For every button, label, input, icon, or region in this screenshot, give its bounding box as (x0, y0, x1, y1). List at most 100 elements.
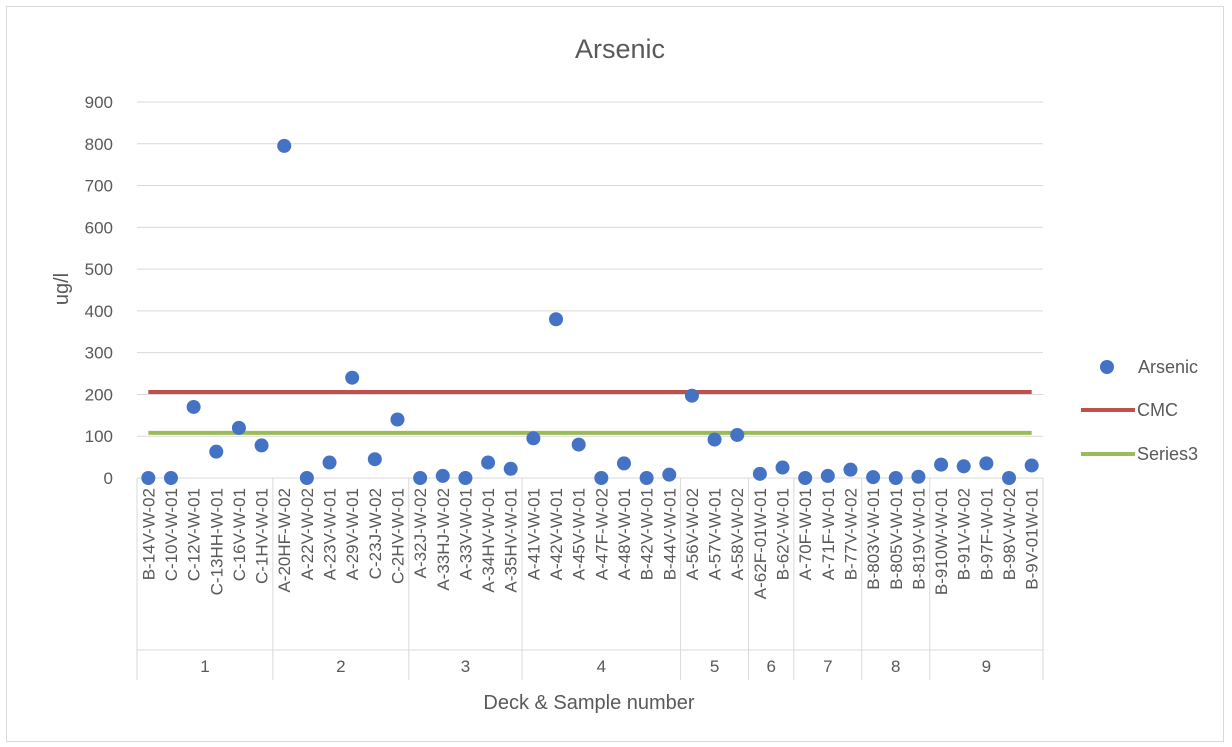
data-point (979, 456, 994, 471)
data-point (141, 471, 156, 485)
chart-title: Arsenic (575, 34, 665, 64)
data-point (458, 471, 473, 485)
gridlines (137, 101, 1043, 479)
y-tick-label: 400 (85, 302, 113, 321)
data-point (503, 461, 518, 476)
data-point (254, 438, 269, 453)
legend: Arsenic CMC Series3 (1081, 357, 1198, 464)
data-point (843, 462, 858, 477)
x-tick-label: A-45V-W-01 (570, 488, 589, 580)
data-point (1002, 471, 1017, 485)
x-tick-label: B-9V-01W-01 (1023, 488, 1042, 590)
data-point (526, 431, 541, 446)
x-tick-label: A-58V-W-02 (728, 488, 747, 580)
data-point (549, 312, 564, 327)
x-tick-label: C-12V-W-01 (185, 488, 204, 581)
data-point (934, 457, 949, 472)
x-tick-label: A-47F-W-02 (592, 488, 611, 580)
x-group-label: 4 (597, 657, 606, 676)
data-point (231, 420, 246, 435)
y-tick-label: 0 (104, 469, 113, 488)
y-tick-label: 700 (85, 177, 113, 196)
y-axis-ticks: 0 100 200 300 400 500 600 700 800 900 (85, 93, 113, 488)
data-point (956, 459, 971, 474)
data-point (367, 452, 382, 467)
data-point (571, 437, 586, 452)
data-point (481, 455, 496, 470)
data-point (1024, 458, 1039, 473)
x-tick-label: A-22V-W-02 (298, 488, 317, 580)
y-tick-label: 500 (85, 260, 113, 279)
x-tick-label: B-910W-W-01 (932, 488, 951, 595)
x-tick-label: A-57V-W-01 (706, 488, 725, 580)
legend-label-cmc: CMC (1137, 400, 1178, 420)
data-point (888, 471, 903, 485)
data-point (911, 469, 926, 484)
x-tick-label: C-23J-W-02 (366, 488, 385, 579)
data-point (798, 471, 813, 485)
x-group-label: 9 (982, 657, 991, 676)
x-tick-label: B-803V-W-01 (864, 488, 883, 590)
x-axis-title: Deck & Sample number (483, 692, 695, 714)
x-tick-label: C-1HV-W-01 (253, 488, 272, 584)
y-axis-title: ug/l (51, 273, 73, 305)
x-tick-label: A-62F-01W-01 (751, 488, 770, 599)
y-tick-label: 900 (85, 93, 113, 112)
x-tick-label: A-42V-W-01 (547, 488, 566, 580)
x-tick-label: A-23V-W-01 (321, 488, 340, 580)
x-tick-label: A-33V-W-01 (456, 488, 475, 580)
data-point (322, 455, 337, 470)
data-point (390, 412, 405, 427)
x-group-label: 2 (336, 657, 345, 676)
data-point (435, 468, 450, 483)
x-tick-label: A-20HF-W-02 (275, 488, 294, 593)
y-tick-label: 800 (85, 135, 113, 154)
data-point (594, 471, 609, 485)
data-point (684, 388, 699, 403)
x-tick-label: A-48V-W-01 (615, 488, 634, 580)
data-point (866, 470, 881, 485)
x-tick-label: B-805V-W-01 (887, 488, 906, 590)
x-tick-label: B-819V-W-01 (909, 488, 928, 590)
x-group-label: 5 (710, 657, 719, 676)
y-tick-label: 300 (85, 344, 113, 363)
legend-marker-arsenic (1100, 360, 1114, 374)
x-group-label: 1 (200, 657, 209, 676)
x-tick-label: B-97F-W-01 (977, 488, 996, 580)
x-tick-label: B-77V-W-02 (841, 488, 860, 580)
x-tick-label: A-34HV-W-01 (479, 488, 498, 593)
y-tick-label: 100 (85, 427, 113, 446)
data-point (209, 444, 224, 459)
y-tick-label: 600 (85, 218, 113, 237)
y-tick-label: 200 (85, 385, 113, 404)
data-point (186, 399, 201, 414)
x-tick-label: A-35HV-W-01 (502, 488, 521, 593)
legend-label-series3: Series3 (1137, 444, 1198, 464)
legend-label-arsenic: Arsenic (1138, 357, 1198, 377)
x-tick-label: C-13HH-W-01 (207, 488, 226, 595)
x-tick-label: C-2HV-W-01 (388, 488, 407, 584)
data-point (345, 370, 360, 385)
data-point (707, 432, 722, 447)
x-tick-label: A-32J-W-02 (411, 488, 430, 578)
x-tick-label: B-42V-W-01 (638, 488, 657, 580)
x-tick-label: A-29V-W-01 (343, 488, 362, 580)
data-point (775, 460, 790, 475)
x-tick-label: A-70F-W-01 (796, 488, 815, 580)
scatter-points (141, 138, 1039, 485)
x-tick-label: B-44V-W-01 (660, 488, 679, 580)
x-group-label: 7 (823, 657, 832, 676)
x-tick-label: A-41V-W-01 (524, 488, 543, 580)
x-tick-label: C-10V-W-01 (162, 488, 181, 581)
chart-frame (6, 6, 1224, 742)
x-group-label: 8 (891, 657, 900, 676)
data-point (820, 468, 835, 483)
x-tick-label: B-62V-W-01 (774, 488, 793, 580)
x-tick-label: B-14V-W-02 (139, 488, 158, 580)
data-point (662, 467, 677, 482)
data-point (413, 471, 428, 485)
x-tick-label: B-91V-W-02 (955, 488, 974, 580)
x-tick-label: A-71F-W-01 (819, 488, 838, 580)
data-point (299, 471, 314, 485)
